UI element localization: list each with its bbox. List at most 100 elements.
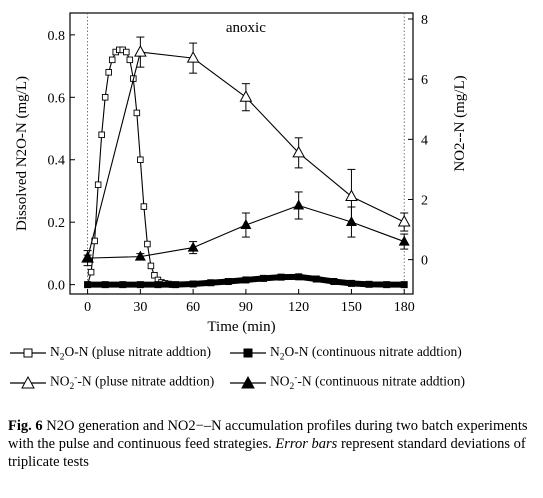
data-point [242, 276, 250, 284]
y-right-tick-label: 0 [421, 254, 428, 269]
data-point [207, 279, 215, 287]
data-point [189, 280, 197, 288]
data-point [151, 272, 158, 279]
legend-label-part: -N (continuous nitrate addtion) [297, 373, 465, 389]
data-point [224, 278, 232, 286]
data-point [87, 268, 95, 276]
data-point [398, 235, 410, 246]
data-point [134, 45, 147, 57]
x-axis-title: Time (min) [207, 319, 275, 335]
legend-label: NO2--N (pluse nitrate addtion) [50, 373, 214, 392]
legend-item: NO2--N (continuous nitrate addtion) [228, 373, 465, 392]
y-left-tick-label: 0.2 [48, 216, 66, 231]
x-tick-label: 0 [84, 300, 91, 315]
legend-label-part: O-N [64, 344, 89, 359]
data-point [187, 241, 199, 252]
data-point [347, 279, 355, 287]
legend-label-part: - [74, 373, 78, 383]
data-point [239, 90, 253, 102]
legend-label: N2O-N (continuous nitrate addtion) [270, 344, 462, 363]
y-left-tick-label: 0.0 [48, 279, 66, 294]
data-point [94, 181, 102, 188]
data-point [330, 278, 338, 286]
y-right-tick-label: 6 [421, 73, 428, 88]
caption-text: N2O generation and NO2−–N accumulation p… [8, 418, 528, 452]
figure-caption: Fig. 6 N2O generation and NO2−–N accumul… [8, 417, 528, 471]
data-point [126, 56, 134, 64]
data-point [101, 94, 109, 101]
data-point [186, 51, 200, 63]
data-point [400, 281, 408, 289]
legend-label: N2O-N (pluse nitrate addtion) [50, 344, 211, 363]
legend-label-part: (pluse nitrate addtion) [88, 344, 212, 359]
legend-label-part: 2 [279, 352, 285, 363]
y-right-axis-title: NO2--N (mg/L) [452, 75, 468, 171]
data-point [293, 199, 305, 210]
legend-marker [23, 348, 33, 358]
legend-label-part: 2 [59, 352, 65, 363]
data-point [134, 250, 146, 261]
annotation-anoxic: anoxic [226, 20, 266, 36]
x-tick-label: 150 [341, 300, 362, 315]
x-tick-label: 180 [394, 300, 415, 315]
data-point [123, 48, 130, 56]
data-point [133, 109, 141, 117]
legend-label-part: - [294, 373, 298, 383]
data-point [82, 252, 94, 263]
y-left-axis-title: Dissolved N2O-N (mg/L) [14, 76, 30, 231]
data-point [397, 214, 411, 227]
data-point [365, 280, 373, 288]
data-point [84, 281, 92, 289]
legend-item: N2O-N (continuous nitrate addtion) [228, 344, 462, 363]
y-right-tick-label: 8 [421, 13, 428, 28]
legend-item: NO2--N (pluse nitrate addtion) [8, 373, 214, 392]
legend-label-part: O-N [284, 344, 309, 359]
legend-label-part: NO [270, 373, 290, 389]
y-left-tick-label: 0.6 [48, 91, 66, 106]
legend-symbol [10, 375, 46, 389]
x-tick-label: 60 [186, 300, 200, 315]
y-right-tick-label: 4 [421, 133, 428, 148]
data-point [136, 281, 144, 289]
data-point [137, 156, 144, 163]
data-point [277, 273, 285, 281]
legend-label-part: N [270, 344, 280, 359]
caption-italic: Error bars [275, 436, 338, 452]
legend-label-part: NO [50, 373, 70, 389]
legend-item: N2O-N (pluse nitrate addtion) [8, 344, 211, 363]
x-tick-label: 90 [239, 300, 253, 315]
data-point [295, 273, 303, 281]
legend-label-part: -N (pluse nitrate addtion) [77, 373, 215, 389]
data-point [345, 189, 358, 201]
legend-symbol [230, 375, 266, 389]
x-tick-label: 120 [288, 300, 309, 315]
caption-label: Fig. 6 [8, 418, 43, 434]
y-left-tick-label: 0.4 [48, 154, 66, 169]
legend-symbol [230, 348, 266, 358]
data-point [147, 262, 155, 270]
y-right-tick-label: 2 [421, 193, 428, 208]
data-point [108, 56, 116, 64]
caption-tail: represent standard deviations of triplic… [8, 436, 526, 470]
series-line-0 [87, 49, 173, 286]
data-point [98, 131, 105, 139]
legend-label-part: (continuous nitrate addtion) [308, 344, 462, 359]
data-point [154, 281, 162, 289]
legend-marker [21, 375, 35, 389]
data-point [101, 281, 109, 289]
legend-symbol [10, 348, 46, 358]
data-point [345, 216, 357, 227]
legend-marker [241, 375, 255, 389]
legend-label: NO2--N (continuous nitrate addtion) [270, 373, 465, 392]
plot-frame [69, 12, 414, 295]
chart: 0 30 60 90 120 150 180 0.0 0.2 0.4 0.6 0.8 0 2 4 6 8 Time… [14, 12, 468, 335]
data-point [172, 281, 180, 289]
data-point [240, 219, 252, 230]
data-point [312, 275, 320, 283]
legend-label-part: N [50, 344, 60, 359]
data-point [119, 281, 127, 289]
legend-label-part: 2 [289, 382, 295, 393]
data-point [140, 203, 148, 210]
y-left-tick-label: 0.8 [48, 29, 66, 44]
